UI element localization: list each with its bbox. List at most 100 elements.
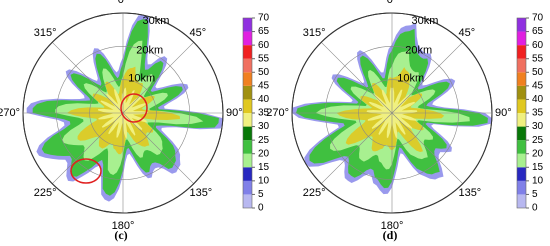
- colorbar-bin: [517, 31, 526, 46]
- colorbar-tick-label: 0: [532, 203, 538, 214]
- colorbar-tick-label: 45: [258, 80, 270, 91]
- azimuth-line: [321, 112, 393, 184]
- colorbar-bin: [243, 85, 252, 100]
- colorbar-bin: [243, 153, 252, 168]
- angle-label: 270°: [266, 107, 289, 119]
- colorbar-tick-label: 20: [532, 148, 544, 159]
- colorbar-tick-label: 70: [532, 13, 544, 24]
- colorbar-bin: [243, 167, 252, 181]
- range-label: 10km: [128, 73, 155, 85]
- colorbar-bin: [517, 194, 526, 208]
- colorbar-bin: [517, 140, 526, 154]
- colorbar-tick-label: 55: [532, 53, 544, 64]
- colorbar-tick-label: 0: [258, 203, 264, 214]
- colorbar-bin: [243, 113, 252, 127]
- colorbar-bin: [243, 72, 252, 86]
- angle-label: 0°: [118, 0, 129, 6]
- colorbar-tick-label: 10: [532, 175, 544, 186]
- angle-label: 90°: [495, 107, 512, 119]
- colorbar-tick-label: 35: [258, 108, 270, 119]
- colorbar-tick-label: 30: [258, 121, 270, 132]
- colorbar-bin: [243, 194, 252, 208]
- colorbar-tick-label: 10: [258, 175, 270, 186]
- angle-label: 45°: [458, 27, 475, 39]
- angle-label: 135°: [189, 187, 212, 199]
- angle-label: 270°: [0, 107, 20, 119]
- angle-label: 315°: [34, 27, 57, 39]
- angle-label: 45°: [189, 27, 206, 39]
- colorbar-tick-label: 5: [532, 189, 538, 200]
- colorbar-tick-label: 15: [258, 162, 270, 173]
- azimuth-line: [321, 42, 393, 114]
- azimuth-line: [391, 112, 463, 184]
- angle-label: 225°: [34, 187, 57, 199]
- panel-label: (c): [114, 228, 127, 242]
- colorbar-bin: [243, 126, 252, 141]
- colorbar-tick-label: 65: [258, 26, 270, 37]
- colorbar-bin: [517, 113, 526, 127]
- colorbar-tick-label: 20: [258, 148, 270, 159]
- azimuth-line: [52, 42, 124, 114]
- colorbar-tick-label: 40: [532, 94, 544, 105]
- angle-label: 225°: [303, 187, 326, 199]
- angle-label: 90°: [226, 107, 243, 119]
- angle-label: 0°: [387, 0, 398, 6]
- colorbar-tick-label: 60: [258, 40, 270, 51]
- range-label: 20km: [136, 44, 163, 56]
- colorbar-tick-label: 25: [258, 135, 270, 146]
- colorbar-tick-label: 65: [532, 26, 544, 37]
- colorbar-bin: [243, 58, 252, 73]
- angle-label: 315°: [303, 27, 326, 39]
- highlight-circle: [70, 158, 102, 184]
- colorbar-bin: [243, 99, 252, 113]
- azimuth-line: [122, 42, 194, 114]
- colorbar-bin: [517, 58, 526, 73]
- colorbar-bin: [243, 180, 252, 195]
- angle-label: 180°: [381, 220, 404, 232]
- colorbar-bin: [517, 72, 526, 86]
- colorbar-bin: [517, 153, 526, 168]
- azimuth-line: [122, 112, 194, 184]
- angle-label: 135°: [458, 187, 481, 199]
- colorbar-tick-label: 50: [258, 67, 270, 78]
- colorbar-tick-label: 30: [532, 121, 544, 132]
- colorbar-bin: [243, 45, 252, 59]
- range-label: 20km: [405, 44, 432, 56]
- highlight-circle: [120, 93, 148, 123]
- range-label: 10km: [397, 73, 424, 85]
- panel-label: (d): [383, 228, 398, 242]
- azimuth-line: [52, 112, 124, 184]
- colorbar-bin: [517, 99, 526, 113]
- colorbar-bin: [243, 31, 252, 46]
- colorbar-bin: [517, 167, 526, 181]
- radar-border: [22, 12, 224, 214]
- radar-panel: 0° 45° 90° 135° 180° 225° 270° 315° 30km 20km 10km: [0, 0, 243, 232]
- range-label: 30km: [412, 15, 439, 27]
- colorbar-bin: [243, 140, 252, 154]
- colorbar-tick-label: 25: [532, 135, 544, 146]
- colorbar-tick-label: 40: [258, 94, 270, 105]
- colorbar-tick-label: 15: [532, 162, 544, 173]
- colorbar-tick-label: 60: [532, 40, 544, 51]
- radar-panel: 0° 45° 90° 135° 180° 225° 270° 315° 30km 20km 10km: [266, 0, 511, 232]
- colorbar-tick-label: 50: [532, 67, 544, 78]
- colorbar-bin: [243, 18, 252, 32]
- range-label: 30km: [143, 15, 170, 27]
- angle-label: 180°: [112, 220, 135, 232]
- colorbar-bin: [517, 18, 526, 32]
- colorbar-bin: [517, 126, 526, 141]
- colorbar-bin: [517, 180, 526, 195]
- colorbar-tick-label: 70: [258, 13, 270, 24]
- colorbar-tick-label: 5: [258, 189, 264, 200]
- radar-border: [291, 12, 493, 214]
- colorbar-tick-label: 45: [532, 80, 544, 91]
- colorbar-tick-label: 35: [532, 108, 544, 119]
- azimuth-line: [391, 42, 463, 114]
- colorbar-bin: [517, 85, 526, 100]
- colorbar-tick-label: 55: [258, 53, 270, 64]
- colorbar-bin: [517, 45, 526, 59]
